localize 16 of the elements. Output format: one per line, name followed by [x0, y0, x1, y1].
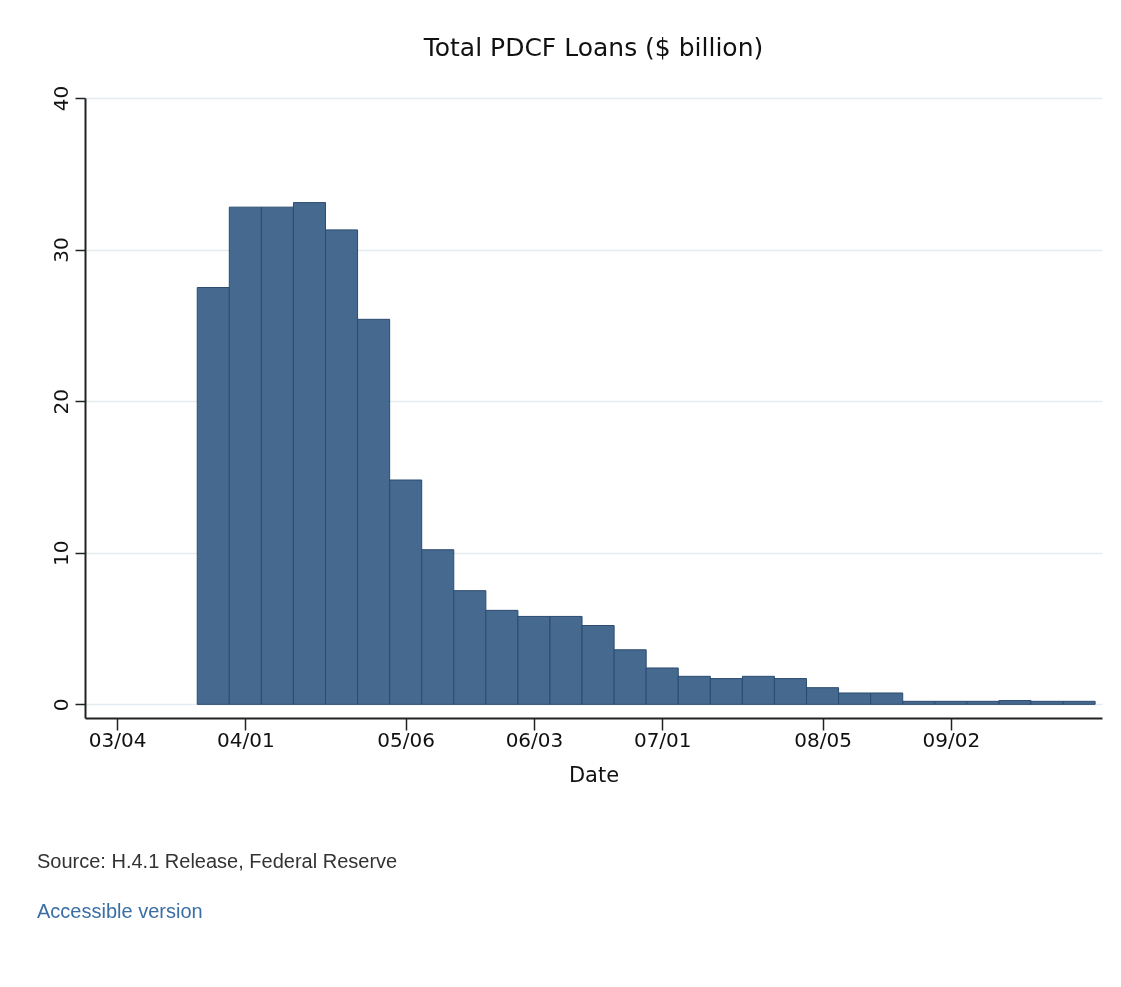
y-tick-label: 0: [48, 698, 73, 712]
y-tick-label: 10: [48, 540, 73, 566]
y-tick-label: 40: [48, 85, 73, 112]
x-tick-label: 04/01: [217, 727, 275, 752]
y-tick-label: 20: [48, 388, 73, 415]
x-tick-label: 08/05: [794, 727, 852, 752]
y-tick-label: 30: [48, 237, 73, 263]
x-tick-label: 09/02: [922, 727, 981, 752]
text: Accessible version: [37, 900, 204, 923]
x-tick-label: 07/01: [633, 727, 692, 752]
x-tick-label: 03/04: [88, 727, 147, 752]
x-tick-label: 05/06: [377, 727, 435, 752]
source-note: Source: H.4.1 Release, Federal Reserve: [37, 850, 398, 873]
x-axis-title: Date: [568, 762, 620, 787]
chart-title: Total PDCF Loans ($ billion): [422, 33, 764, 63]
x-tick-label: 06/03: [505, 727, 564, 752]
